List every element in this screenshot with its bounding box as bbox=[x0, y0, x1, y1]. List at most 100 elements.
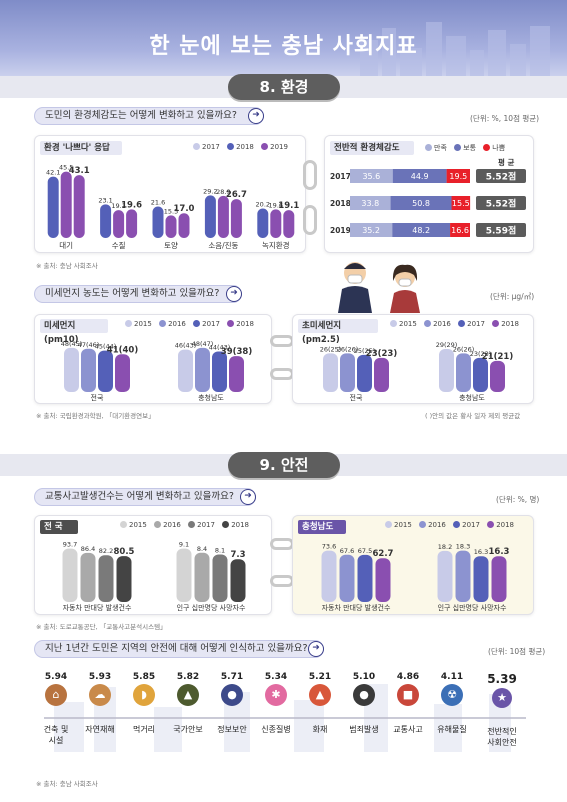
bar bbox=[473, 357, 488, 392]
data-label: 23(23) bbox=[470, 350, 492, 358]
unit-label: (단위: 10점 평균) bbox=[488, 647, 546, 656]
safety-label: 교통사고 bbox=[393, 725, 423, 734]
bar bbox=[98, 350, 113, 392]
bar bbox=[437, 550, 453, 602]
data-label: 21.6 bbox=[151, 199, 165, 207]
arrow-right-icon: ➜ bbox=[226, 286, 242, 302]
category-label: 전국 bbox=[350, 393, 363, 402]
data-label: 80.5 bbox=[114, 547, 135, 557]
bar bbox=[323, 353, 338, 392]
safety-value: 5.94 bbox=[44, 672, 68, 682]
data-label: 45(44) bbox=[95, 343, 117, 351]
category-label: 충청남도 bbox=[459, 393, 485, 402]
stacked-segment bbox=[350, 223, 393, 237]
env-overall-chart: 2017 35.6 44.9 19.5 5.52점 2018 33.8 50.8 15.5 5.5… bbox=[330, 169, 526, 237]
safety-item: 5.10 ● 범죄발생 bbox=[344, 672, 384, 735]
data-label: 21(21) bbox=[482, 352, 514, 362]
data-label: 19.6 bbox=[269, 201, 283, 209]
safety-value: 5.10 bbox=[352, 672, 376, 682]
safety-value: 4.86 bbox=[396, 672, 420, 682]
disaster-icon: ☁ bbox=[89, 684, 111, 706]
bar bbox=[456, 353, 471, 392]
data-label: 28.9 bbox=[216, 188, 230, 196]
segment-label: 33.8 bbox=[361, 199, 379, 208]
segment-label: 50.8 bbox=[412, 199, 430, 208]
fire-icon: ▲ bbox=[309, 684, 331, 706]
bar bbox=[229, 356, 244, 392]
data-label: 47(46) bbox=[78, 341, 100, 349]
category-label: 인구 십만명당 사망자수 bbox=[438, 603, 507, 612]
safety-label: 신종질병 bbox=[261, 725, 291, 734]
data-label: 45.5 bbox=[59, 164, 73, 172]
source-note: ※ 출처: 충남 사회조사 bbox=[36, 780, 98, 788]
env-overall-title: 전반적 환경체감도 bbox=[330, 141, 414, 155]
data-label: 29(29) bbox=[436, 341, 458, 349]
env-bad-chart: 42.145.543.1대기23.119.119.6수질21.615.517.0… bbox=[46, 164, 299, 250]
data-label: 48(45) bbox=[61, 340, 83, 348]
segment-label: 44.9 bbox=[411, 172, 429, 181]
bar bbox=[270, 209, 282, 238]
safety-value: 5.93 bbox=[88, 672, 112, 682]
data-label: 48(47) bbox=[192, 340, 214, 348]
bar bbox=[64, 347, 79, 392]
bar bbox=[81, 348, 96, 392]
bar bbox=[230, 199, 242, 238]
pm25-chart: 26(25)26(26)25(25)23(23)전국29(29)26(26)23… bbox=[320, 341, 514, 402]
safety-item: 4.86 ■ 교통사고 bbox=[388, 672, 428, 735]
mask-people-illustration bbox=[338, 262, 420, 313]
data-label: 26(26) bbox=[453, 345, 475, 353]
safety-label: 정보보안 bbox=[217, 725, 247, 734]
data-label: 19.6 bbox=[121, 200, 142, 210]
data-label: 16.3 bbox=[474, 548, 488, 556]
segment-label: 19.5 bbox=[449, 172, 467, 181]
question-safety: 지난 1년간 도민은 지역의 안전에 대해 어떻게 인식하고 있을까요? bbox=[34, 640, 324, 658]
segment-label: 16.6 bbox=[451, 226, 469, 235]
data-label: 62.7 bbox=[373, 549, 394, 559]
bar bbox=[357, 354, 372, 392]
category-label: 자동차 만대당 발생건수 bbox=[63, 603, 132, 612]
arrow-right-icon: ➜ bbox=[240, 489, 256, 505]
section-8-title: 8. 환경 bbox=[228, 74, 340, 100]
category-label: 수질 bbox=[112, 241, 126, 250]
data-label: 23(23) bbox=[366, 349, 398, 359]
stacked-segment bbox=[450, 223, 470, 237]
safety-label: 유해물질 bbox=[437, 725, 467, 734]
bar bbox=[80, 552, 96, 602]
data-label: 86.4 bbox=[81, 545, 95, 553]
data-label: 9.1 bbox=[179, 541, 189, 549]
bar bbox=[100, 204, 112, 238]
safety-label: 전반적인 사회안전 bbox=[487, 727, 517, 747]
average-value: 5.52점 bbox=[486, 198, 517, 210]
category-label: 전국 bbox=[91, 393, 104, 402]
stacked-segment bbox=[451, 196, 471, 210]
year-label: 2017 bbox=[330, 172, 351, 181]
source-note: ※ 출처: 도로교통공단, 「교통사고분석시스템」 bbox=[36, 623, 167, 631]
bar bbox=[195, 347, 210, 392]
bar bbox=[339, 554, 355, 602]
binder-ring bbox=[303, 160, 317, 190]
traffic-chungnam-legend: 2015 2016 2017 2018 bbox=[380, 521, 514, 529]
source-note: ※ 출처: 국립환경과학원, 「대기환경연보」 bbox=[36, 412, 155, 420]
bar bbox=[230, 559, 246, 602]
data-label: 17.0 bbox=[174, 204, 195, 214]
footnote: ( )안의 값은 황사 일자 제외 평균값 bbox=[425, 412, 521, 420]
bar bbox=[217, 195, 229, 238]
safety-value: 5.82 bbox=[176, 672, 200, 682]
average-box bbox=[476, 169, 526, 183]
pm10-chart: 48(45)47(46)45(44)41(40) 전국 46(43)48(47)44… bbox=[61, 340, 253, 402]
traffic-nation-chart: 93.7 86.4 82.2 80.5 자동차 만대당 발생건수 9.1 8.4 8.1 7.3… bbox=[62, 541, 246, 612]
bar bbox=[98, 555, 114, 602]
arrow-right-icon: ➜ bbox=[248, 108, 264, 124]
safety-item: 4.11 ☢ 유해물질 bbox=[432, 672, 472, 735]
house-icon: ⌂ bbox=[45, 684, 67, 706]
data-label: 44(43) bbox=[209, 344, 231, 352]
question-traffic: 교통사고발생건수는 어떻게 변화하고 있을까요? bbox=[34, 488, 256, 506]
arrow-right-icon: ➜ bbox=[308, 641, 324, 657]
average-value: 5.52점 bbox=[486, 171, 517, 183]
stacked-segment bbox=[350, 196, 391, 210]
category-label: 소음/진동 bbox=[208, 240, 238, 250]
safety-perception-row: 5.94 ⌂ 건축 및 시설 5.93 ☁ 자연재해 5.85 ◗ 먹거리 5.82 ▲ 국가안보 5.7… bbox=[36, 672, 536, 777]
stacked-segment bbox=[392, 169, 447, 183]
binder-ring bbox=[303, 205, 317, 235]
star-icon: ★ bbox=[492, 688, 512, 708]
